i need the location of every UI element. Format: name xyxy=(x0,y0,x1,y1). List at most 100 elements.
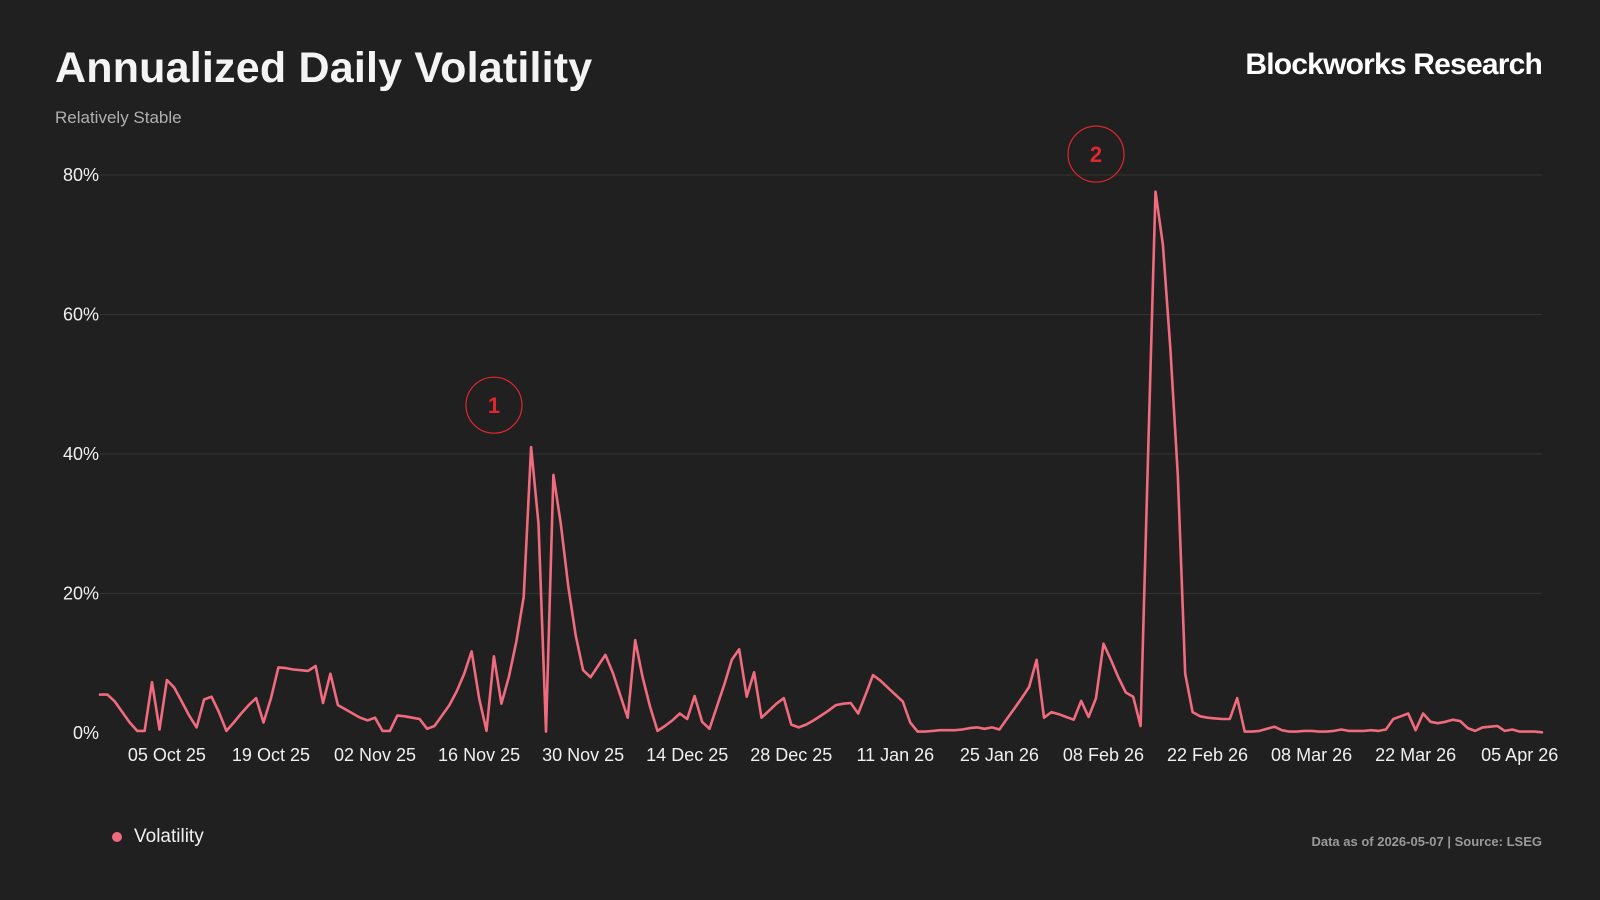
data-point[interactable] xyxy=(981,725,989,733)
data-point[interactable] xyxy=(96,691,104,699)
data-point[interactable] xyxy=(847,699,855,707)
data-point[interactable] xyxy=(1538,728,1546,736)
data-point[interactable] xyxy=(386,727,394,735)
data-point[interactable] xyxy=(1471,727,1479,735)
data-point[interactable] xyxy=(438,712,446,720)
data-point[interactable] xyxy=(334,701,342,709)
data-point[interactable] xyxy=(906,719,914,727)
data-point[interactable] xyxy=(103,691,111,699)
data-point[interactable] xyxy=(683,715,691,723)
data-point[interactable] xyxy=(1367,726,1375,734)
data-point[interactable] xyxy=(1263,725,1271,733)
data-point[interactable] xyxy=(1449,716,1457,724)
data-point[interactable] xyxy=(1456,717,1464,725)
data-point[interactable] xyxy=(564,583,572,591)
data-point[interactable] xyxy=(780,694,788,702)
data-point[interactable] xyxy=(141,727,149,735)
data-point[interactable] xyxy=(1308,727,1316,735)
data-point[interactable] xyxy=(1196,712,1204,720)
data-point[interactable] xyxy=(1226,715,1234,723)
data-point[interactable] xyxy=(1174,471,1182,479)
data-point[interactable] xyxy=(594,662,602,670)
data-point[interactable] xyxy=(609,669,617,677)
data-point[interactable] xyxy=(527,443,535,451)
data-point[interactable] xyxy=(148,678,156,686)
data-point[interactable] xyxy=(601,651,609,659)
data-point[interactable] xyxy=(1375,727,1383,735)
data-point[interactable] xyxy=(691,692,699,700)
data-point[interactable] xyxy=(958,726,966,734)
data-point[interactable] xyxy=(1493,722,1501,730)
data-point[interactable] xyxy=(706,725,714,733)
data-point[interactable] xyxy=(795,723,803,731)
data-point[interactable] xyxy=(1055,710,1063,718)
data-point[interactable] xyxy=(1441,718,1449,726)
data-point[interactable] xyxy=(1085,713,1093,721)
data-point[interactable] xyxy=(1337,726,1345,734)
data-point[interactable] xyxy=(1218,715,1226,723)
data-point[interactable] xyxy=(1233,694,1241,702)
data-point[interactable] xyxy=(899,698,907,706)
data-point[interactable] xyxy=(267,694,275,702)
data-point[interactable] xyxy=(1114,673,1122,681)
data-point[interactable] xyxy=(943,726,951,734)
data-point[interactable] xyxy=(118,708,126,716)
data-point[interactable] xyxy=(445,701,453,709)
data-point[interactable] xyxy=(1479,723,1487,731)
data-point[interactable] xyxy=(133,727,141,735)
data-point[interactable] xyxy=(497,700,505,708)
data-point[interactable] xyxy=(1434,719,1442,727)
data-point[interactable] xyxy=(364,716,372,724)
data-point[interactable] xyxy=(1419,710,1427,718)
data-point[interactable] xyxy=(1382,726,1390,734)
data-point[interactable] xyxy=(1003,715,1011,723)
data-point[interactable] xyxy=(1293,728,1301,736)
chart-legend[interactable]: Volatility xyxy=(112,826,204,848)
data-point[interactable] xyxy=(468,647,476,655)
data-point[interactable] xyxy=(1122,689,1130,697)
data-point[interactable] xyxy=(1501,727,1509,735)
data-point[interactable] xyxy=(1389,715,1397,723)
data-point[interactable] xyxy=(572,631,580,639)
data-point[interactable] xyxy=(772,700,780,708)
data-point[interactable] xyxy=(326,670,334,678)
data-point[interactable] xyxy=(1025,683,1033,691)
data-point[interactable] xyxy=(1412,726,1420,734)
data-point[interactable] xyxy=(862,691,870,699)
data-point[interactable] xyxy=(245,701,253,709)
data-point[interactable] xyxy=(193,723,201,731)
data-point[interactable] xyxy=(1241,728,1249,736)
data-point[interactable] xyxy=(750,668,758,676)
data-point[interactable] xyxy=(237,710,245,718)
data-point[interactable] xyxy=(423,725,431,733)
data-point[interactable] xyxy=(1047,708,1055,716)
data-point[interactable] xyxy=(304,667,312,675)
data-point[interactable] xyxy=(728,656,736,664)
data-point[interactable] xyxy=(156,726,164,734)
data-point[interactable] xyxy=(1100,640,1108,648)
data-point[interactable] xyxy=(431,722,439,730)
data-point[interactable] xyxy=(297,666,305,674)
data-point[interactable] xyxy=(817,712,825,720)
data-point[interactable] xyxy=(646,703,654,711)
data-point[interactable] xyxy=(1464,724,1472,732)
data-point[interactable] xyxy=(222,727,230,735)
data-point[interactable] xyxy=(542,728,550,736)
data-point[interactable] xyxy=(579,666,587,674)
data-point[interactable] xyxy=(379,727,387,735)
data-point[interactable] xyxy=(312,662,320,670)
data-point[interactable] xyxy=(891,691,899,699)
data-point[interactable] xyxy=(1189,708,1197,716)
data-point[interactable] xyxy=(1278,726,1286,734)
data-point[interactable] xyxy=(973,723,981,731)
data-point[interactable] xyxy=(921,728,929,736)
data-point[interactable] xyxy=(505,673,513,681)
data-point[interactable] xyxy=(758,714,766,722)
data-point[interactable] xyxy=(966,724,974,732)
data-point[interactable] xyxy=(549,471,557,479)
data-point[interactable] xyxy=(951,726,959,734)
data-point[interactable] xyxy=(884,684,892,692)
data-point[interactable] xyxy=(483,727,491,735)
data-point[interactable] xyxy=(787,721,795,729)
data-point[interactable] xyxy=(1397,712,1405,720)
